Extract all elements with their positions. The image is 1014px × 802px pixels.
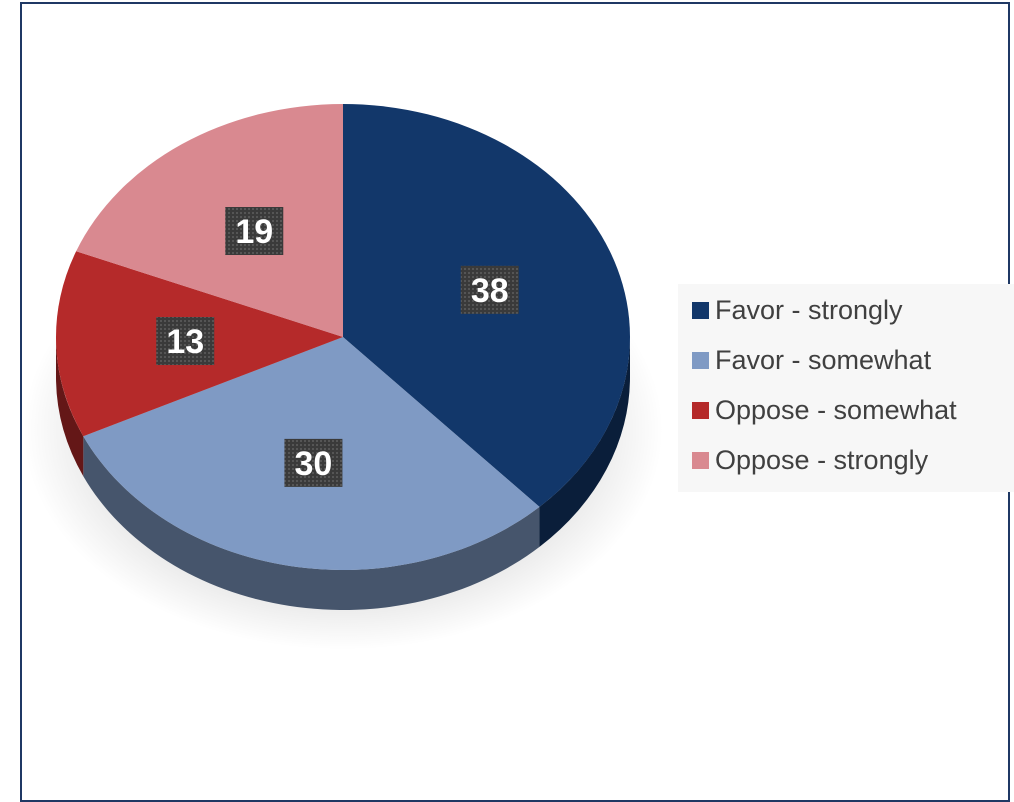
- data-label: 38: [471, 272, 509, 310]
- data-label-box: [284, 438, 343, 487]
- legend: Favor - strongly Favor - somewhat Oppose -…: [678, 284, 1014, 492]
- pie-slice-side: [56, 337, 84, 477]
- data-label: 19: [235, 213, 273, 251]
- data-label: 30: [295, 445, 333, 483]
- legend-swatch: [692, 451, 709, 469]
- data-label-box: [460, 265, 519, 314]
- legend-item: Oppose - somewhat: [692, 393, 957, 427]
- legend-item: Oppose - strongly: [692, 443, 928, 477]
- data-label-box: [156, 317, 215, 366]
- legend-item: Favor - strongly: [692, 293, 903, 327]
- legend-label: Favor - somewhat: [715, 344, 932, 375]
- legend-swatch: [692, 301, 709, 319]
- data-label-box: [225, 207, 284, 256]
- legend-label: Oppose - somewhat: [715, 394, 957, 425]
- pie-chart: 38 30 13 19: [23, 104, 663, 650]
- legend-swatch: [692, 351, 709, 369]
- legend-label: Favor - strongly: [715, 294, 903, 325]
- legend-label: Oppose - strongly: [715, 444, 929, 475]
- pie-slice: [76, 104, 344, 337]
- legend-swatch: [692, 401, 709, 419]
- data-label: 13: [166, 323, 204, 361]
- legend-item: Favor - somewhat: [692, 343, 931, 377]
- pie-slice-side: [539, 337, 630, 547]
- pie-slice-side: [83, 436, 540, 610]
